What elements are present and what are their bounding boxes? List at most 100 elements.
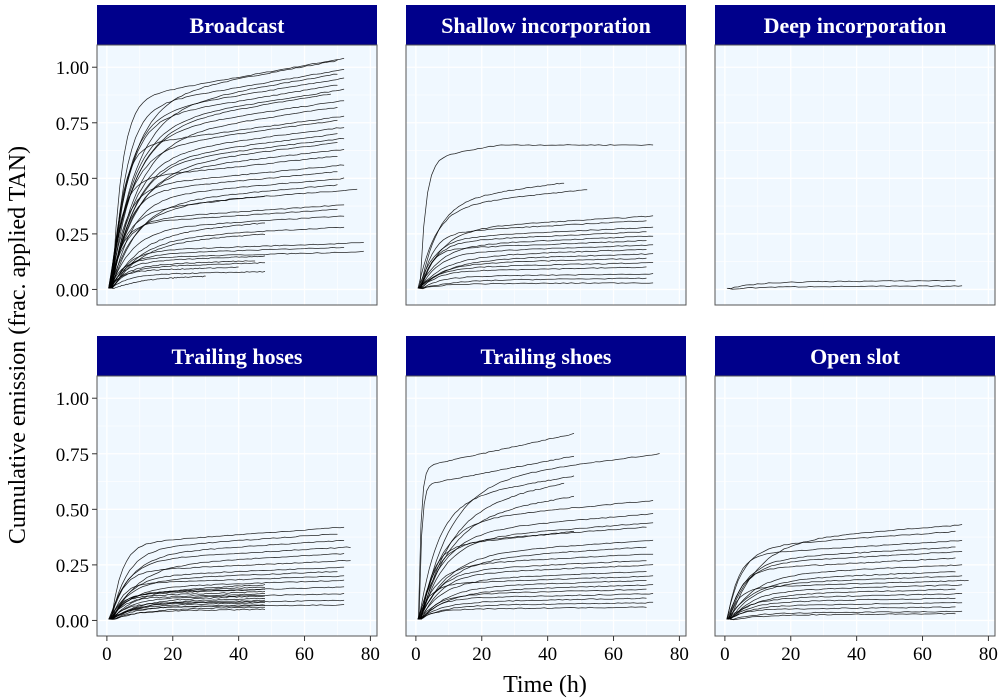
series-line — [108, 119, 338, 289]
x-axis-label: Time (h) — [503, 672, 587, 698]
series-line — [110, 595, 266, 620]
panels: Broadcast 0.00 0.25 0.50 0.75 1.00 Shallow inc… — [56, 5, 998, 665]
series-line — [728, 606, 956, 620]
series-line — [109, 215, 345, 289]
series-line — [111, 566, 345, 620]
series-line — [420, 522, 654, 620]
panel-title: Deep incorporation — [764, 13, 947, 38]
series-line — [421, 593, 654, 620]
series-line — [418, 282, 654, 290]
series-line — [110, 526, 345, 620]
series-line — [108, 250, 364, 289]
series-line — [109, 208, 338, 289]
series-line — [419, 606, 647, 620]
series-line — [729, 524, 963, 620]
panel-header — [97, 5, 377, 45]
series-line — [418, 475, 575, 620]
series-line — [111, 57, 345, 289]
x-tick-label: 80 — [670, 644, 689, 665]
series-line — [417, 226, 654, 289]
panel-broadcast: Broadcast 0.00 0.25 0.50 0.75 1.00 — [56, 5, 378, 306]
series-line — [110, 586, 345, 620]
series-line — [417, 262, 654, 289]
y-axis-label: Cumulative emission (frac. applied TAN) — [5, 146, 31, 544]
series-line — [419, 144, 654, 289]
x-tick-label: 20 — [472, 644, 491, 665]
series-line — [727, 557, 956, 620]
series-line — [108, 266, 239, 289]
series-line — [418, 253, 654, 289]
panel-deep-incorporation: Deep incorporation — [714, 5, 996, 306]
x-tick-label: 40 — [847, 644, 866, 665]
series-line — [727, 564, 963, 620]
series-line — [418, 455, 575, 620]
y-tick-label: 0.25 — [56, 556, 89, 577]
series-line — [419, 182, 565, 289]
series-line — [730, 584, 963, 620]
series-line — [112, 275, 206, 289]
y-tick-label: 1.00 — [56, 389, 89, 410]
series-line — [418, 249, 647, 289]
x-tick-label: 80 — [361, 644, 380, 665]
series-line — [419, 277, 647, 289]
x-tick-label: 40 — [538, 644, 557, 665]
series-line — [111, 115, 345, 289]
series-line — [110, 601, 266, 620]
series-line — [730, 575, 963, 620]
series-line — [728, 579, 969, 620]
series-line — [728, 285, 963, 290]
panel-trailing-shoes: Trailing shoes 0 20 40 60 80 — [405, 336, 689, 665]
series-line — [111, 226, 345, 289]
series-line — [108, 93, 331, 289]
series-line — [111, 177, 345, 289]
series-line — [111, 138, 345, 289]
series-line — [109, 599, 345, 620]
series-line — [419, 560, 647, 620]
series-line — [109, 195, 266, 289]
series-line — [110, 242, 364, 289]
panel-open-slot: Open slot 0 20 40 60 80 — [714, 336, 998, 665]
panel-header — [715, 5, 995, 45]
series-line — [110, 107, 338, 289]
panel-border — [714, 375, 996, 637]
y-tick-label: 0.25 — [56, 225, 89, 246]
series-line — [111, 553, 345, 620]
series-line — [419, 231, 647, 289]
series-line — [419, 500, 654, 620]
x-tick-label: 0 — [720, 644, 730, 665]
series-line — [726, 540, 963, 620]
plot-background — [406, 376, 686, 636]
series-line — [729, 613, 956, 621]
series-line — [728, 588, 956, 620]
y-tick-label: 0.00 — [56, 611, 89, 632]
series-line — [110, 164, 345, 289]
series-line — [730, 610, 963, 620]
series-line — [420, 531, 575, 620]
panel-shallow-incorporation: Shallow incorporation — [405, 5, 687, 306]
series-line — [110, 156, 338, 289]
x-tick-label: 0 — [411, 644, 421, 665]
panel-trailing-hoses: Trailing hoses 0 20 40 60 80 0.00 0.25 0.50 0.75 1… — [56, 336, 380, 665]
x-tick-label: 60 — [604, 644, 623, 665]
series-line — [108, 540, 345, 620]
series-line — [109, 59, 338, 289]
series-line — [111, 171, 338, 289]
panel-border — [405, 375, 687, 637]
series-line — [110, 222, 265, 289]
panel-header — [406, 336, 686, 376]
series-line — [110, 84, 338, 289]
series-line — [110, 184, 338, 289]
series-line — [728, 597, 956, 620]
panel-title: Shallow incorporation — [441, 13, 651, 38]
series-line — [420, 580, 647, 620]
series-line — [111, 575, 345, 620]
series-line — [420, 482, 565, 620]
series-line — [110, 584, 266, 620]
series-line — [112, 69, 345, 289]
series-line — [108, 204, 345, 289]
series-line — [726, 602, 963, 620]
x-tick-label: 20 — [163, 644, 182, 665]
series-line — [111, 608, 266, 620]
panel-title: Trailing hoses — [171, 344, 302, 369]
